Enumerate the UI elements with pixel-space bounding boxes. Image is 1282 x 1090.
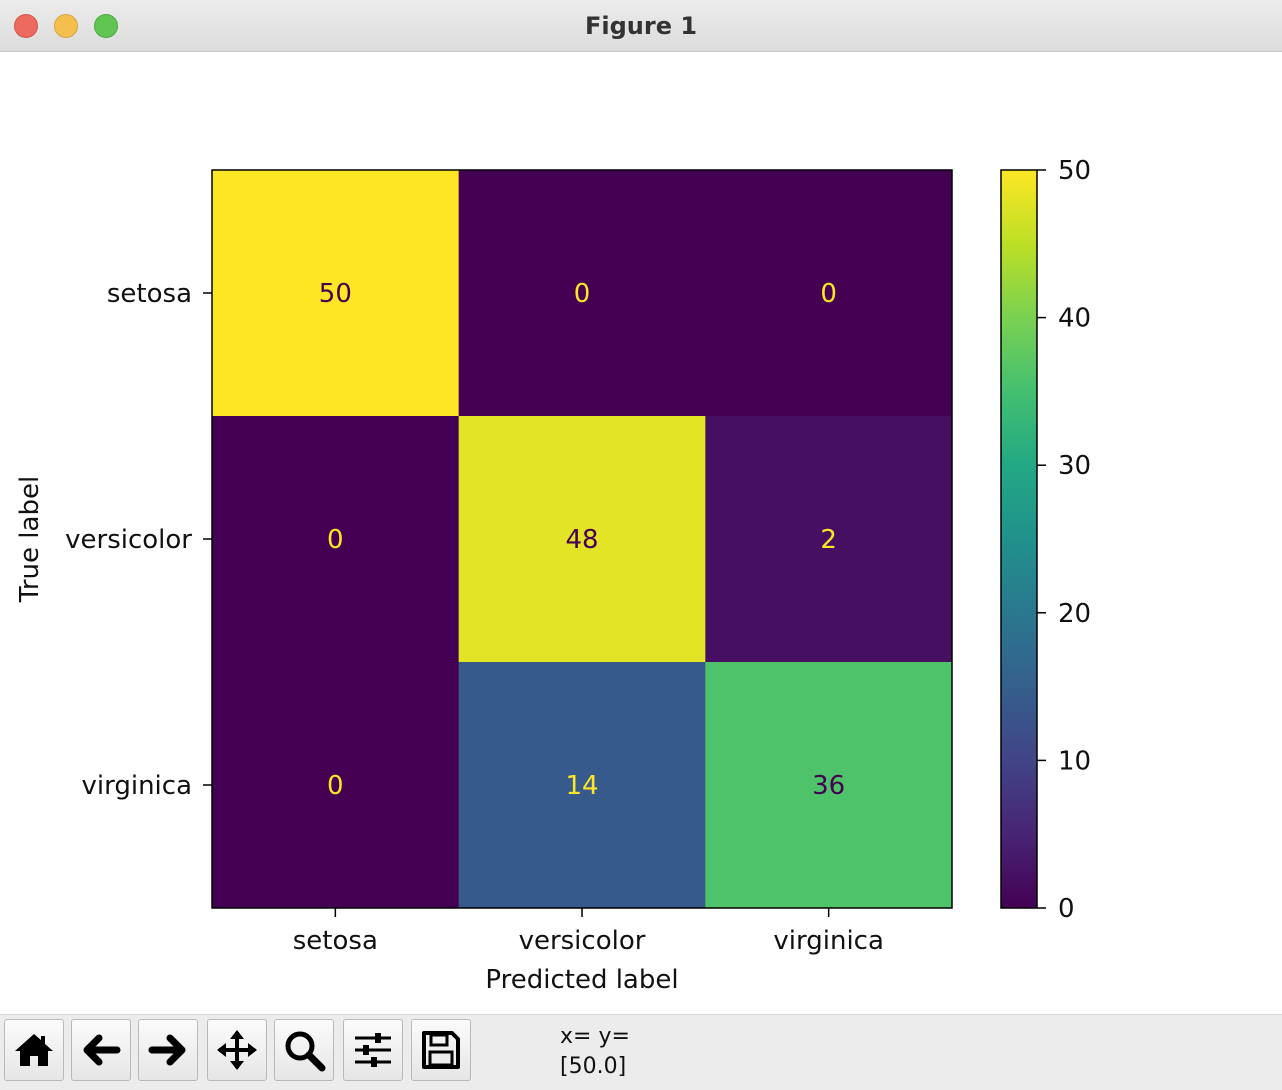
heatmap-cell	[212, 170, 460, 417]
cell-value-label: 36	[812, 771, 845, 801]
cell-value-label: 0	[574, 279, 591, 309]
cell-value-label: 0	[327, 525, 344, 555]
colorbar-tick-label: 10	[1058, 746, 1091, 776]
save-floppy-icon	[422, 1031, 460, 1069]
heatmap-cell	[458, 416, 706, 663]
colorbar-tick-label: 30	[1058, 451, 1091, 481]
cell-value-label: 14	[565, 771, 598, 801]
x-tick-label: setosa	[293, 926, 378, 956]
y-tick-label: virginica	[82, 771, 193, 801]
cell-value-label: 48	[565, 525, 598, 555]
save-button[interactable]	[411, 1019, 471, 1081]
x-axis-label: Predicted label	[485, 965, 678, 995]
window-title: Figure 1	[584, 12, 698, 40]
colorbar	[1000, 169, 1038, 909]
heatmap-cell	[705, 662, 953, 909]
colorbar-tick-label: 40	[1058, 304, 1091, 334]
heatmap-cell	[705, 170, 953, 417]
pan-button[interactable]	[207, 1019, 267, 1081]
y-axis-label: True label	[15, 476, 45, 603]
cell-value-label: 0	[820, 279, 837, 309]
back-button[interactable]	[71, 1019, 131, 1081]
forward-arrow-icon	[148, 1034, 186, 1066]
coordinates-line-2: [50.0]	[560, 1054, 627, 1079]
heatmap-cell	[458, 662, 706, 909]
zoom-button[interactable]	[274, 1019, 334, 1081]
colorbar-tick-label: 0	[1058, 894, 1075, 924]
heatmap-cell	[212, 416, 460, 663]
y-tick-label: versicolor	[65, 525, 192, 555]
back-arrow-icon	[83, 1034, 121, 1066]
minimize-window-button[interactable]	[54, 14, 78, 38]
zoom-magnifier-icon	[285, 1031, 326, 1072]
home-icon	[15, 1034, 53, 1066]
colorbar-tick-label: 50	[1058, 156, 1091, 186]
cell-value-label: 2	[820, 525, 837, 555]
configure-subplots-icon	[355, 1033, 391, 1067]
confusion-matrix-chart: 50 0 00 48 20 14 36 setosa versicolor virginicas…	[15, 156, 1091, 995]
coordinates-line-1: x= y=	[560, 1024, 630, 1049]
home-button[interactable]	[4, 1019, 64, 1081]
heatmap-cell	[212, 662, 460, 909]
configure-subplots-button[interactable]	[343, 1019, 403, 1081]
figure-canvas[interactable]: 50 0 0 0 48 2 0 14 36 setosa versicolor virginica s…	[0, 53, 1282, 1014]
heatmap-cell	[458, 170, 706, 417]
x-tick-label: virginica	[773, 926, 884, 956]
forward-button[interactable]	[138, 1019, 198, 1081]
cell-value-label: 0	[327, 771, 344, 801]
colorbar-tick-label: 20	[1058, 599, 1091, 629]
y-tick-label: setosa	[107, 279, 192, 309]
navigation-toolbar	[0, 1014, 1282, 1090]
close-window-button[interactable]	[14, 14, 38, 38]
x-tick-label: versicolor	[519, 926, 646, 956]
title-bar: Figure 1	[0, 0, 1282, 52]
maximize-window-button[interactable]	[94, 14, 118, 38]
cursor-coordinates: x= y= [50.0]	[560, 1022, 630, 1082]
pan-move-icon	[217, 1030, 257, 1070]
cell-value-label: 50	[319, 279, 352, 309]
heatmap-cell	[705, 416, 953, 663]
